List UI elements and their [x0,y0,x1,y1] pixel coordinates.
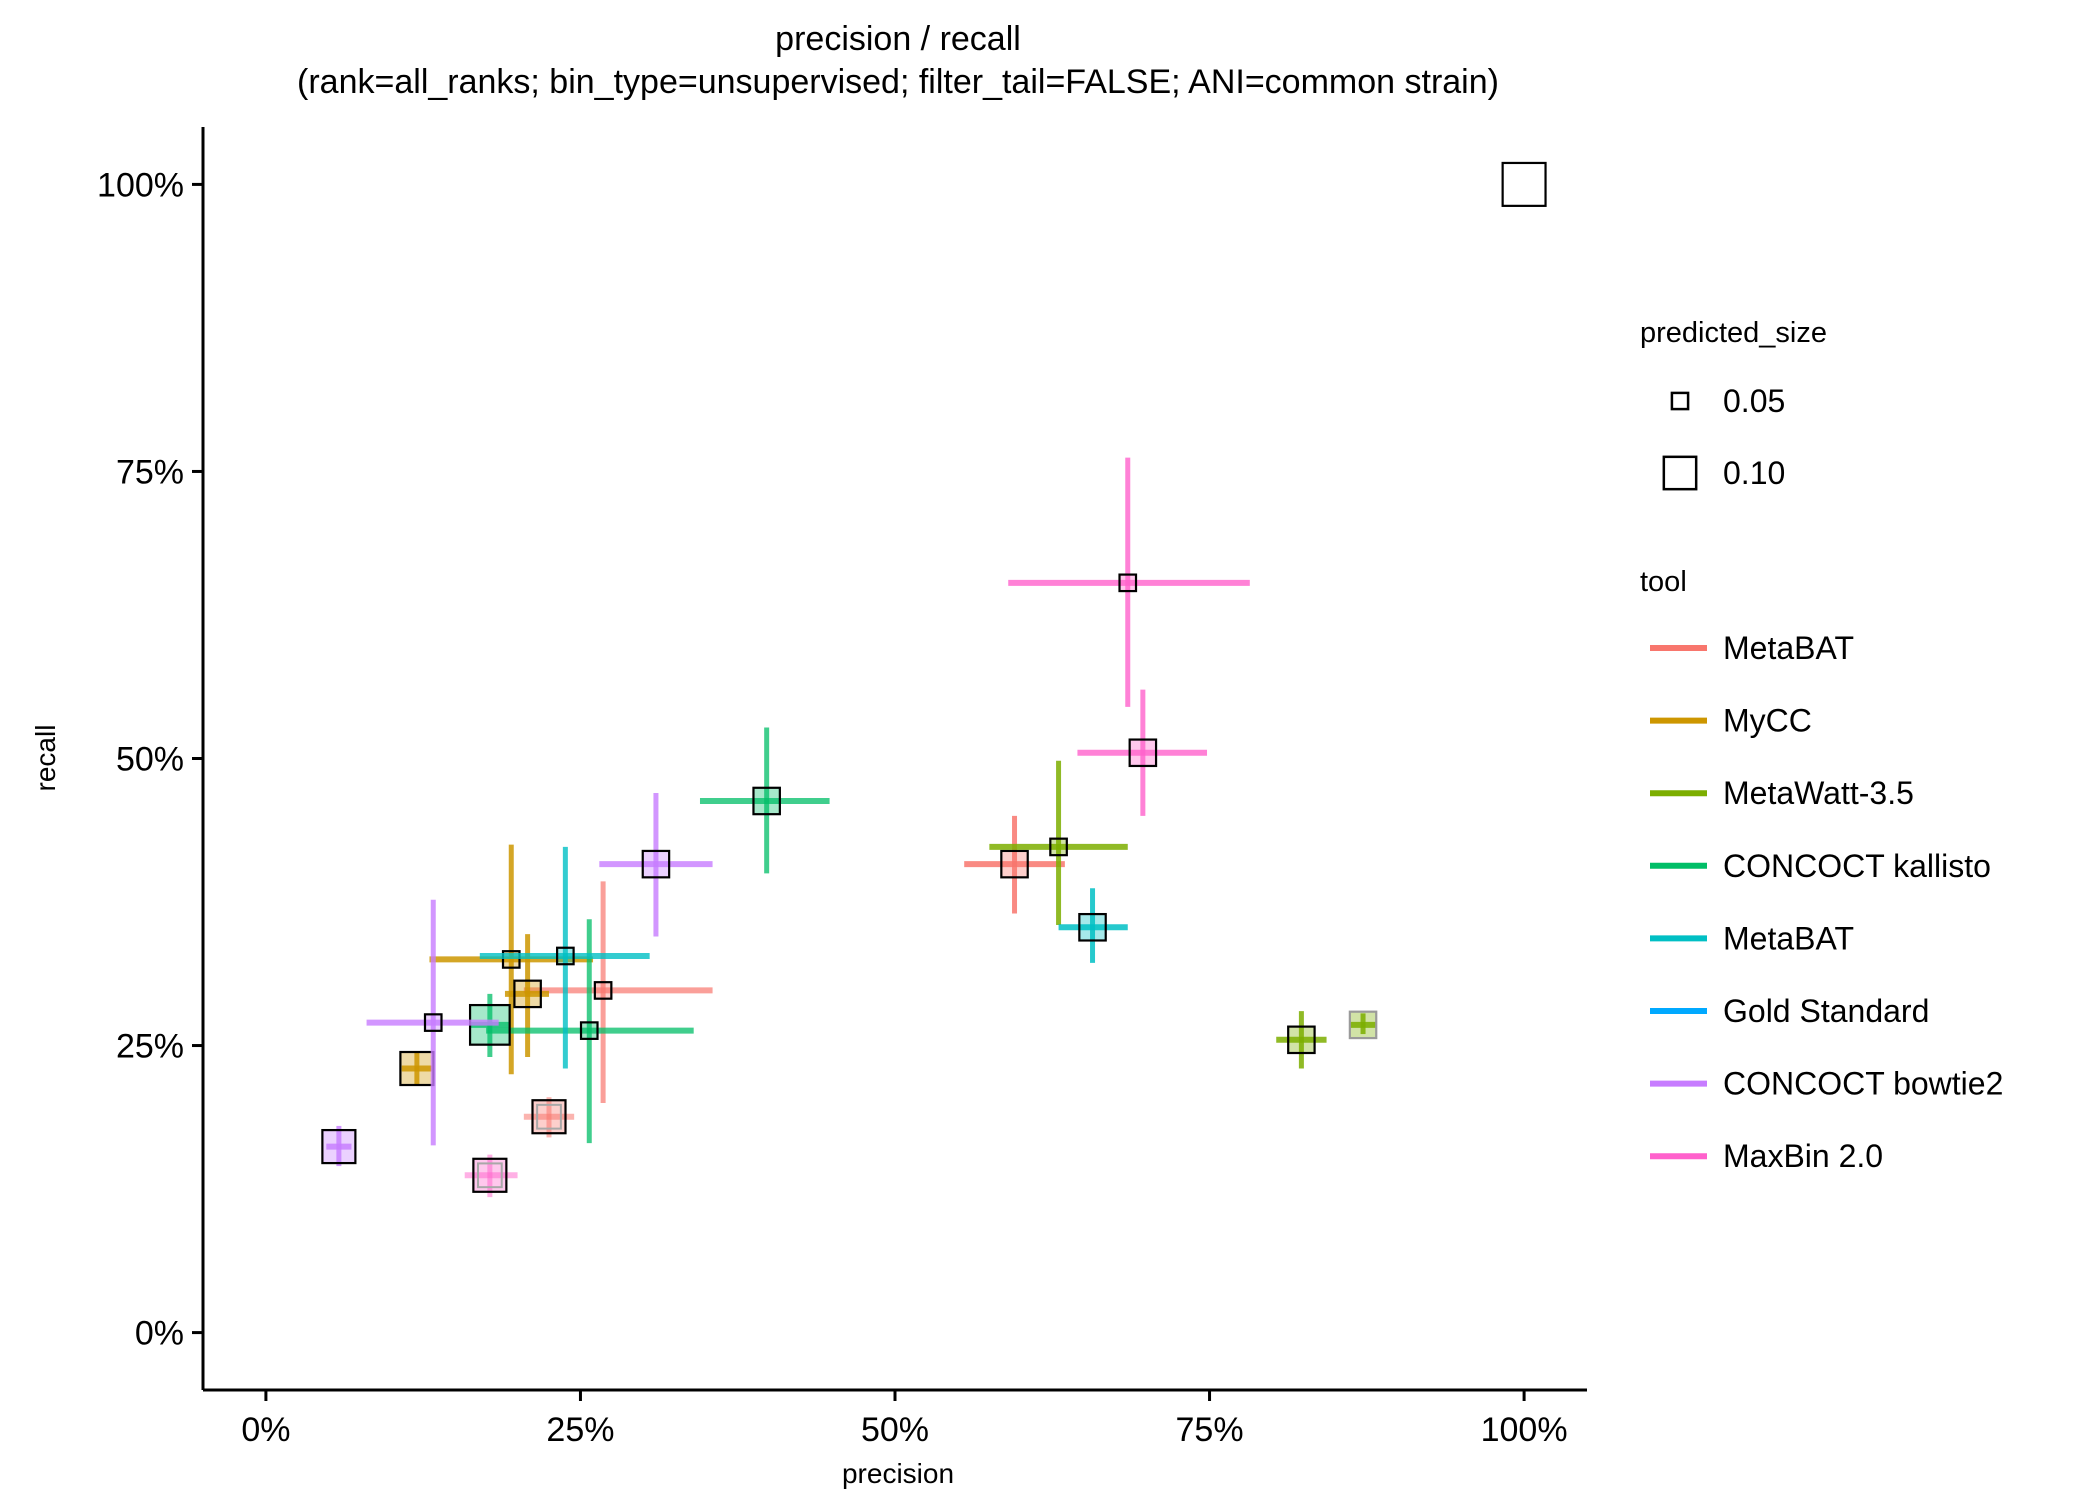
series-2 [989,760,1378,1069]
size-marker [1118,573,1138,593]
data-point [321,1125,357,1167]
size-legend-label: 0.10 [1723,455,1785,491]
size-marker [399,1050,435,1087]
x-axis-title: precision [842,1458,954,1489]
tool-legend-label: MyCC [1723,703,1812,739]
size-marker [1287,1025,1316,1055]
tool-legend-title: tool [1640,566,1687,598]
size-marker [579,1021,599,1040]
data-point [1348,1010,1378,1040]
size-legend-label: 0.05 [1723,383,1785,419]
chart-title: precision / recall [775,20,1021,58]
axes: 0% 25% 50% 75% 100% 0% 25% 50% 75% 100% [97,127,1587,1449]
x-tick-label: 25% [546,1411,614,1449]
data-point [1008,457,1250,707]
size-legend-key [1662,455,1698,491]
data-layer [321,161,1547,1198]
size-marker [1000,849,1029,879]
series-3 [468,727,830,1144]
data-point [523,881,713,1103]
series-0 [523,815,1065,1138]
size-marker [1078,912,1107,942]
series-4 [479,846,1128,1069]
size-marker [556,946,575,966]
data-point [366,899,499,1146]
legend: predicted_size 0.05 0.10 tool MetaBAT MyCC Met… [1640,317,2003,1174]
y-tick-label: 25% [116,1028,184,1066]
size-marker [1501,161,1547,207]
data-point [1058,888,1128,963]
size-marker [321,1128,357,1165]
data-point [1501,161,1547,207]
x-tick-label: 0% [241,1411,290,1449]
size-marker [1049,837,1068,857]
data-point [964,815,1065,914]
series-6 [321,792,713,1167]
tool-legend-label: CONCOCT kallisto [1723,848,1991,884]
data-point [599,792,713,937]
size-marker [641,849,671,879]
tool-legend-label: MetaWatt-3.5 [1723,775,1914,811]
inner-size-marker [536,1103,562,1130]
data-point [989,760,1128,925]
tool-legend-label: MaxBin 2.0 [1723,1138,1883,1174]
inner-size-marker [476,1162,503,1189]
data-point [523,1097,575,1138]
y-tick-label: 75% [116,453,184,491]
y-axis-title: recall [30,725,61,792]
y-tick-label: 0% [135,1315,184,1353]
data-point [479,846,650,1069]
data-point [504,934,549,1058]
size-marker [513,979,542,1009]
size-marker [593,981,613,1000]
y-tick-label: 100% [97,166,184,204]
y-tick-label: 50% [116,741,184,779]
size-marker [423,1013,443,1032]
tool-legend-label: Gold Standard [1723,993,1929,1029]
size-marker [752,786,781,816]
x-tick-label: 50% [861,1411,929,1449]
tool-legend-label: MetaBAT [1723,630,1854,666]
data-point [399,1050,435,1087]
series-7 [464,457,1250,1198]
size-marker [1128,738,1158,768]
size-legend-title: predicted_size [1640,317,1827,349]
data-point [1276,1011,1327,1069]
x-tick-label: 100% [1481,1411,1568,1449]
chart-subtitle: (rank=all_ranks; bin_type=unsupervised; … [297,63,1499,101]
data-point [464,1154,518,1198]
tool-legend-label: CONCOCT bowtie2 [1723,1066,2003,1102]
x-tick-label: 75% [1176,1411,1244,1449]
data-point [1077,689,1208,816]
data-point [699,727,830,874]
tool-legend-label: MetaBAT [1723,920,1854,956]
series-5 [1501,161,1547,207]
size-legend-key [1670,391,1690,411]
size-marker [1348,1010,1378,1040]
